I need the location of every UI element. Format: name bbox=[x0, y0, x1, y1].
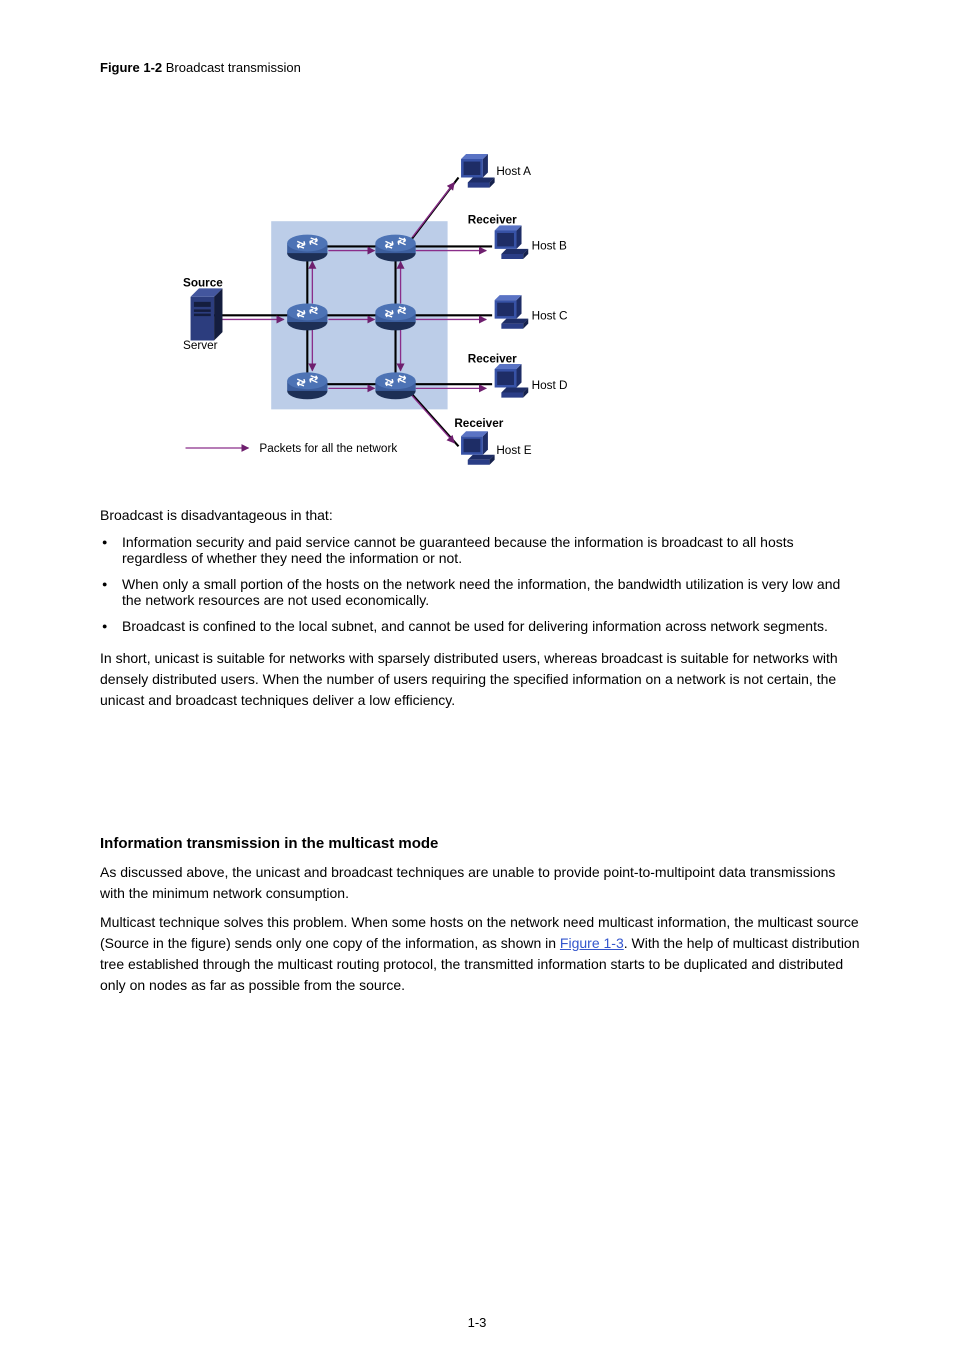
host-icon bbox=[495, 295, 529, 329]
multicast-heading: Information transmission in the multicas… bbox=[100, 835, 860, 852]
receiver-label: Receiver bbox=[468, 352, 517, 365]
router-icon bbox=[375, 372, 415, 399]
server-label: Server bbox=[183, 339, 218, 352]
multicast-intro-para: As discussed above, the unicast and broa… bbox=[100, 862, 860, 904]
legend-text: Packets for all the network bbox=[259, 442, 397, 455]
receiver-label: Receiver bbox=[454, 417, 503, 430]
source-label: Source bbox=[183, 277, 223, 290]
broadcast-bullet: ● Information security and paid service … bbox=[100, 534, 860, 566]
broadcast-diagram: Source Server Host A Receiver Host B Hos… bbox=[0, 70, 954, 490]
server-icon bbox=[191, 288, 223, 340]
host-icon bbox=[461, 154, 495, 188]
router-icon bbox=[287, 235, 327, 262]
host-c-label: Host C bbox=[532, 309, 568, 322]
receiver-label: Receiver bbox=[468, 214, 517, 227]
host-icon bbox=[495, 364, 529, 398]
host-icon bbox=[461, 431, 495, 465]
router-icon bbox=[287, 304, 327, 331]
host-icon bbox=[495, 225, 529, 259]
broadcast-bullet: ● When only a small portion of the hosts… bbox=[100, 576, 860, 608]
host-e-label: Host E bbox=[496, 444, 531, 457]
broadcast-bullet: ● Broadcast is confined to the local sub… bbox=[100, 618, 860, 634]
figure-ref-link[interactable]: Figure 1-3 bbox=[560, 935, 624, 951]
host-d-label: Host D bbox=[532, 379, 568, 392]
multicast-solve-para: Multicast technique solves this problem.… bbox=[100, 912, 860, 996]
host-a-label: Host A bbox=[496, 165, 531, 178]
summary-para: In short, unicast is suitable for networ… bbox=[100, 648, 860, 711]
router-icon bbox=[375, 304, 415, 331]
page-number: 1-3 bbox=[0, 1315, 954, 1330]
figure-svg-container: Source Server Host A Receiver Host B Hos… bbox=[0, 70, 954, 490]
router-icon bbox=[287, 372, 327, 399]
host-b-label: Host B bbox=[532, 240, 567, 253]
router-icon bbox=[375, 235, 415, 262]
broadcast-limits-intro: Broadcast is disadvantageous in that: bbox=[100, 505, 860, 526]
